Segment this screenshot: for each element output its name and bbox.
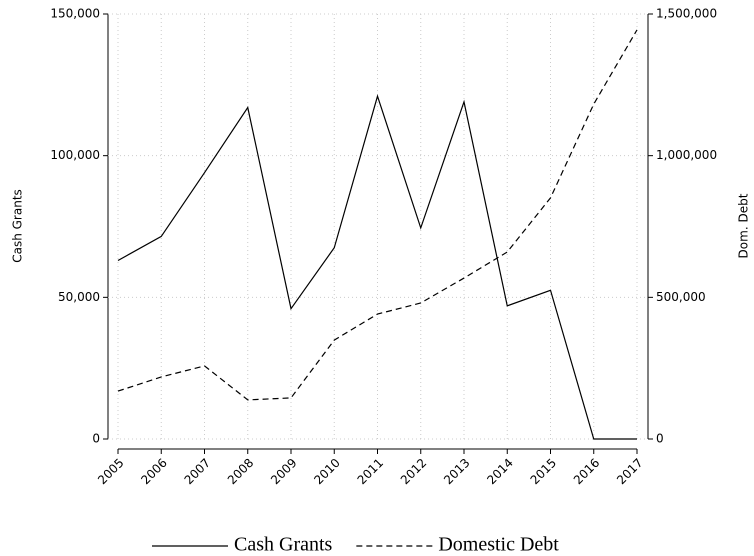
y2-tick-label: 0 [656,432,664,446]
x-tick-label: 2015 [528,456,559,487]
y-tick-label: 50,000 [58,290,100,304]
y-tick-label: 0 [92,432,100,446]
x-tick-label: 2017 [614,456,645,487]
x-tick-label: 2007 [182,456,213,487]
x-tick-label: 2006 [138,456,169,487]
x-tick-label: 2009 [268,456,299,487]
y-tick-label: 150,000 [50,7,100,21]
line-series [117,94,637,440]
x-tick-label: 2005 [95,456,126,487]
y-axis-label: Cash Grants [11,189,25,263]
y2-tick-label: 500,000 [656,290,706,304]
x-tick-label: 2014 [484,456,515,487]
y-tick-label: 100,000 [50,148,100,162]
x-tick-label: 2011 [355,456,386,487]
x-tick-label: 2012 [398,456,429,487]
x-tick-label: 2016 [571,456,602,487]
line-series [117,29,638,401]
x-tick-label: 2010 [311,456,342,487]
y2-axis-label: Dom. Debt [737,193,751,258]
y2-tick-label: 1,000,000 [656,148,717,162]
legend-label: Domestic Debt [438,534,559,556]
legend-label: Cash Grants [234,534,333,556]
x-tick-label: 2008 [225,456,256,487]
y2-tick-label: 1,500,000 [656,7,717,21]
x-tick-label: 2013 [441,456,472,487]
